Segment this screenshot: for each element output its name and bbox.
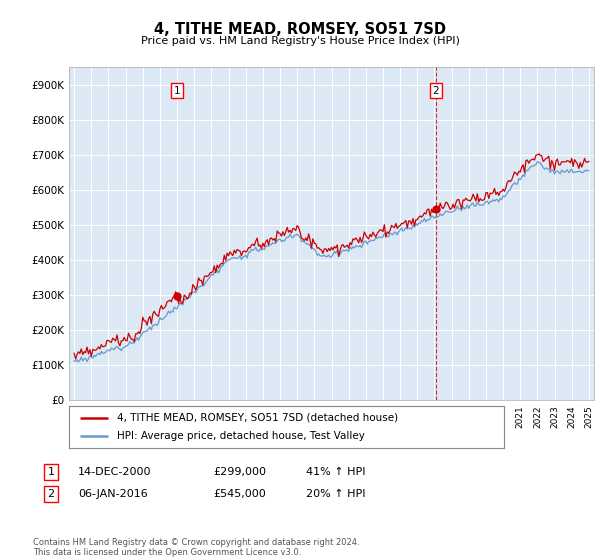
Text: Contains HM Land Registry data © Crown copyright and database right 2024.
This d: Contains HM Land Registry data © Crown c… [33,538,359,557]
Text: 1: 1 [47,467,55,477]
Text: 14-DEC-2000: 14-DEC-2000 [78,467,151,477]
Text: 06-JAN-2016: 06-JAN-2016 [78,489,148,499]
Text: 41% ↑ HPI: 41% ↑ HPI [306,467,365,477]
Text: Price paid vs. HM Land Registry's House Price Index (HPI): Price paid vs. HM Land Registry's House … [140,36,460,46]
Text: 2: 2 [433,86,439,96]
Text: 4, TITHE MEAD, ROMSEY, SO51 7SD (detached house): 4, TITHE MEAD, ROMSEY, SO51 7SD (detache… [117,413,398,423]
Text: £545,000: £545,000 [213,489,266,499]
Text: 20% ↑ HPI: 20% ↑ HPI [306,489,365,499]
Text: 2: 2 [47,489,55,499]
Text: HPI: Average price, detached house, Test Valley: HPI: Average price, detached house, Test… [117,431,365,441]
Text: 1: 1 [174,86,181,96]
Text: £299,000: £299,000 [213,467,266,477]
Text: 4, TITHE MEAD, ROMSEY, SO51 7SD: 4, TITHE MEAD, ROMSEY, SO51 7SD [154,22,446,38]
